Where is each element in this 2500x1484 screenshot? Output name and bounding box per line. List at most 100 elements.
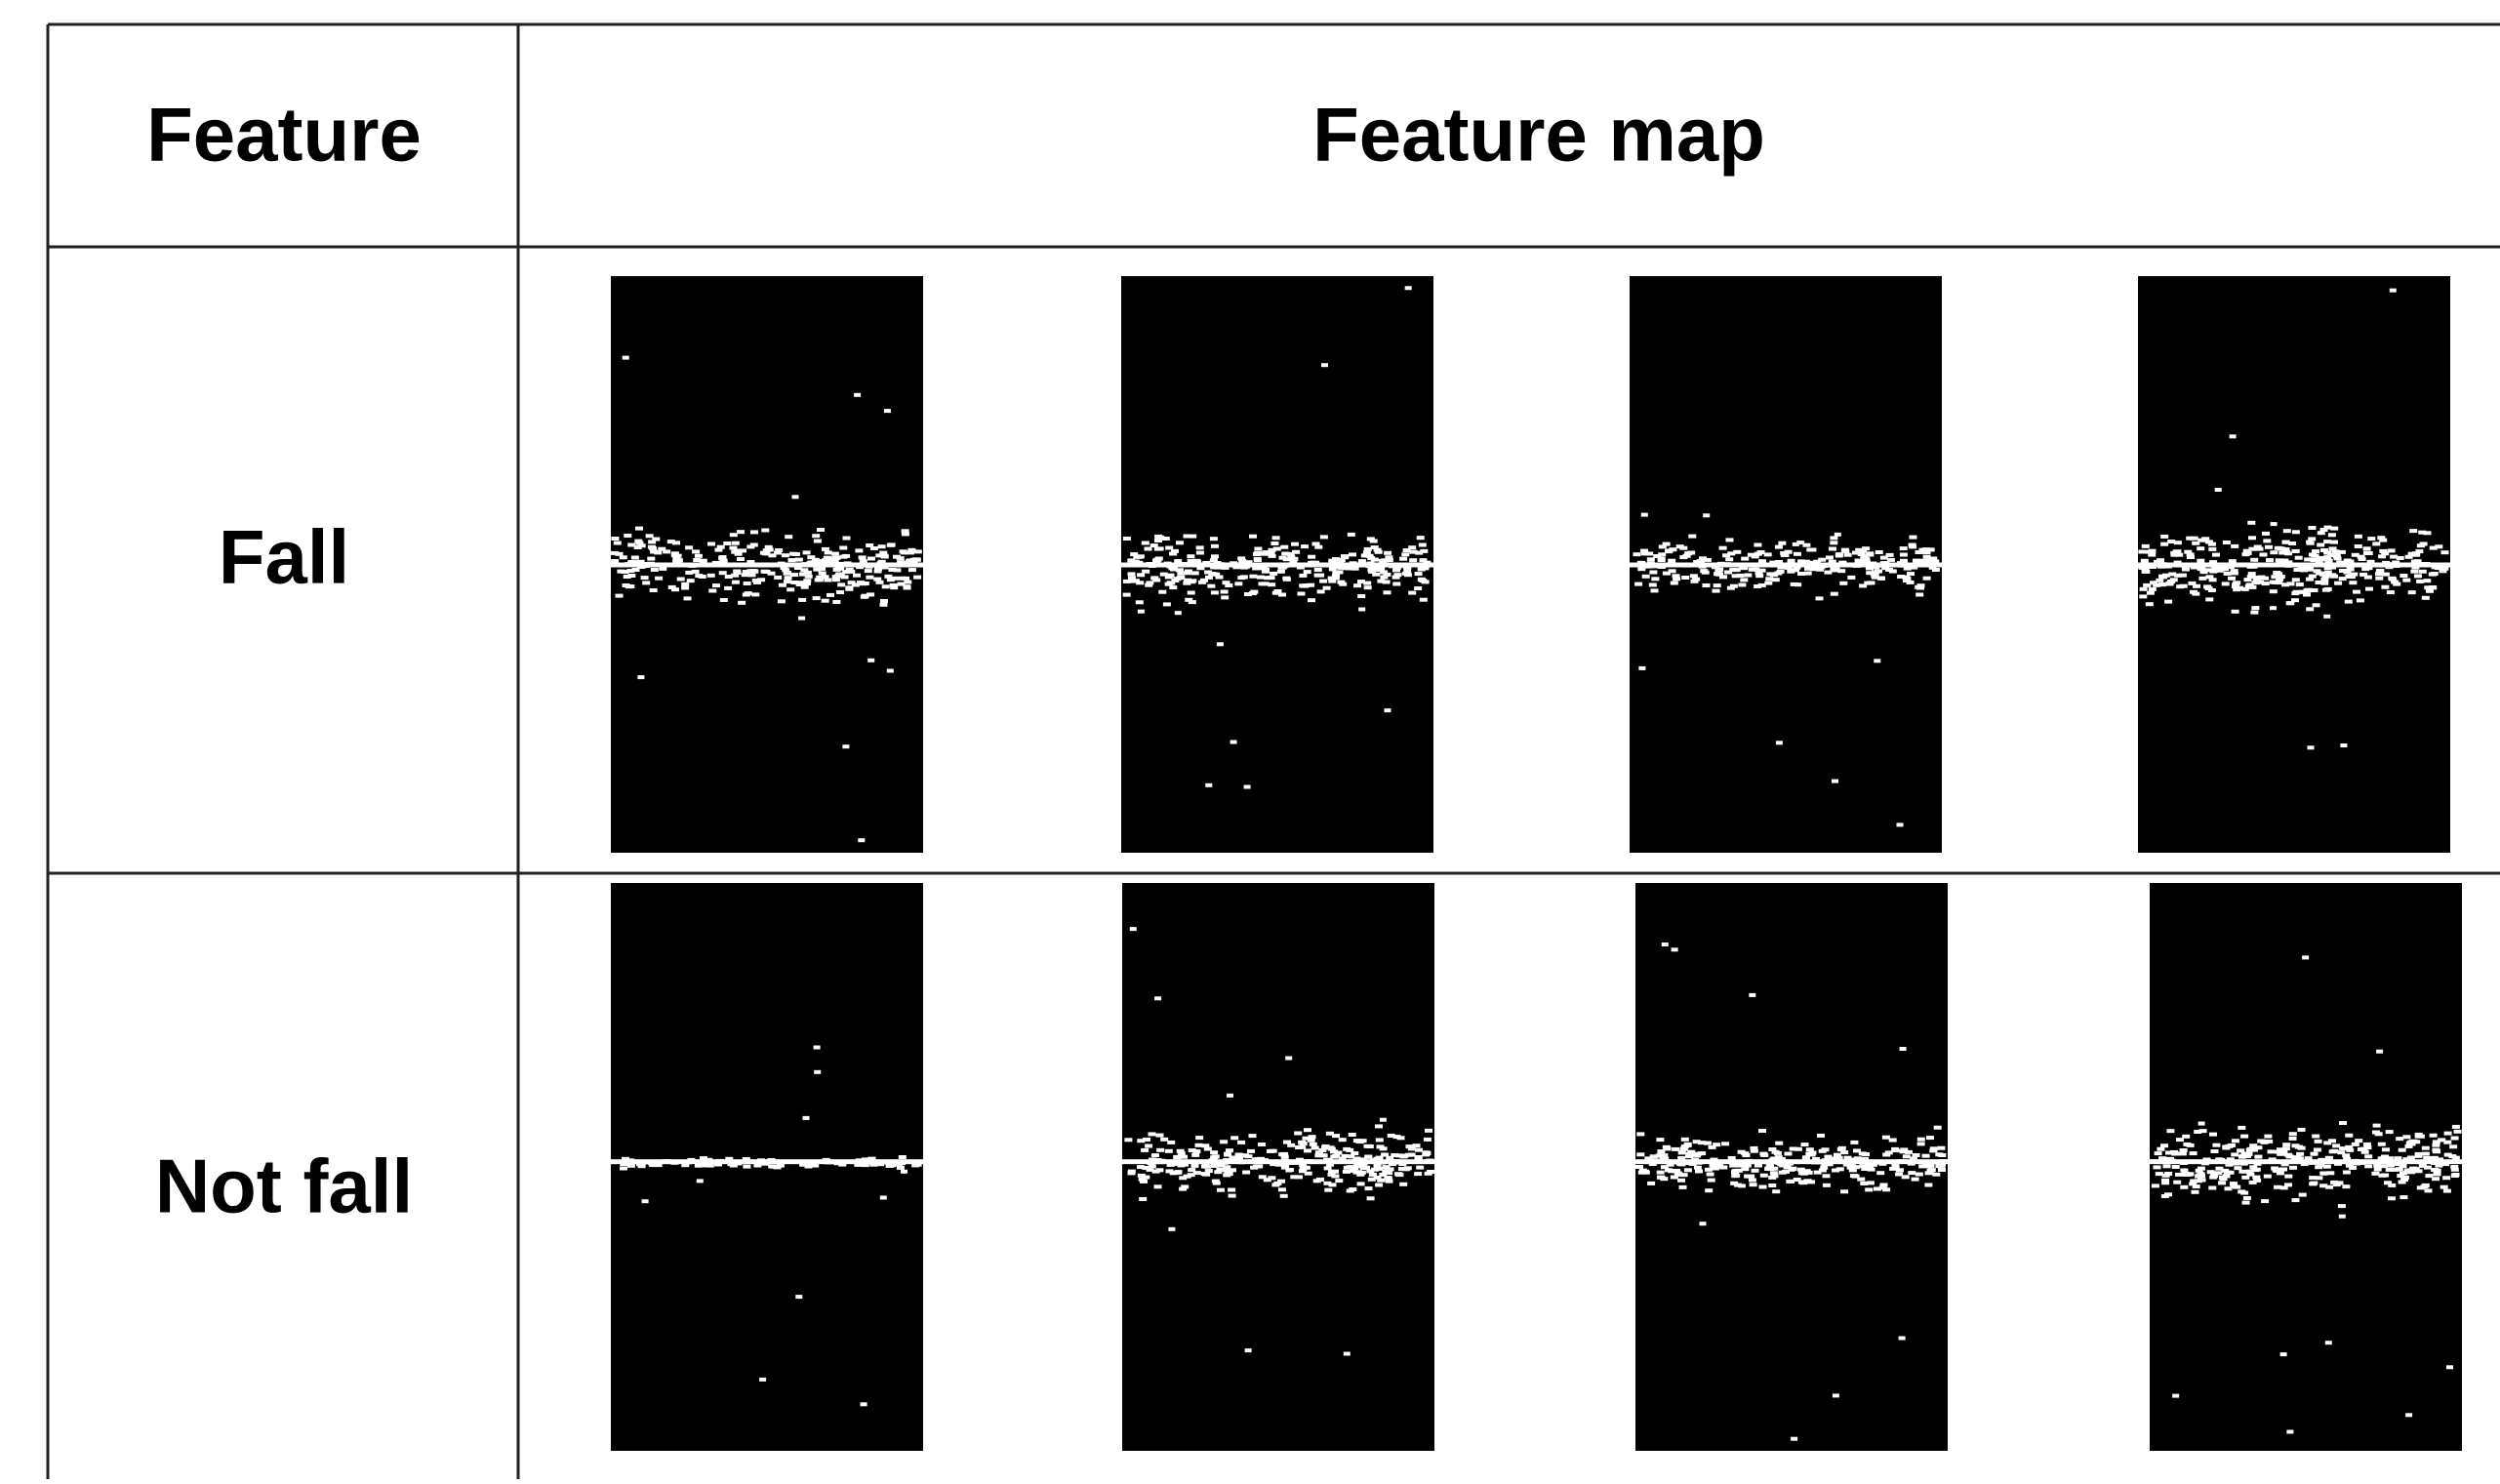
feature-map-pixel: [1775, 1142, 1783, 1145]
feature-map-pixel: [624, 534, 631, 538]
feature-map-pixel: [1336, 570, 1344, 574]
feature-map-pixel: [1151, 1153, 1159, 1157]
feature-map-pixel: [1708, 1179, 1715, 1183]
feature-map-pixel: [2438, 1138, 2445, 1142]
feature-map-pixel: [2309, 553, 2317, 557]
feature-map-pixel: [880, 1196, 887, 1200]
feature-map-pixel: [2179, 574, 2187, 578]
feature-map-pixel: [2288, 541, 2296, 545]
feature-map-pixel: [1160, 1138, 1168, 1142]
feature-map-pixel: [1207, 584, 1215, 588]
feature-map-pixel: [1775, 545, 1783, 549]
feature-map-pixel: [1865, 1187, 1873, 1191]
feature-map-pixel: [2141, 559, 2149, 563]
feature-map-pixel: [1731, 1174, 1739, 1178]
feature-map-pixel: [2355, 535, 2362, 539]
feature-map-pixel: [2173, 1181, 2181, 1184]
feature-map-pixel: [1177, 1149, 1185, 1153]
feature-map-pixel: [1417, 536, 1425, 540]
feature-map-pixel: [1743, 1153, 1751, 1157]
feature-map-pixel: [1635, 1165, 1643, 1169]
feature-map-pixel: [1384, 551, 1391, 555]
feature-map-pixel: [1634, 582, 1642, 586]
feature-map-pixel: [1357, 580, 1365, 583]
feature-map-pixel: [1672, 947, 1678, 951]
feature-map-pixel: [859, 555, 867, 559]
feature-map-pixel: [1195, 1143, 1203, 1147]
feature-map-pixel: [1280, 545, 1288, 549]
feature-map-pixel: [822, 599, 829, 603]
feature-map-pixel: [1750, 1183, 1757, 1186]
feature-map-pixel: [795, 1295, 802, 1299]
feature-map-pixel: [1805, 1152, 1813, 1156]
feature-map-pixel: [2289, 1137, 2297, 1141]
feature-map-pixel: [2211, 1149, 2219, 1153]
feature-map-pixel: [2270, 589, 2278, 593]
feature-map-pixel: [1721, 1142, 1729, 1145]
feature-map-pixel: [2363, 551, 2371, 555]
feature-map-pixel: [624, 575, 631, 579]
feature-map-pixel: [1633, 552, 1641, 556]
feature-map-pixel: [2187, 555, 2195, 559]
feature-map-pixel: [1223, 1173, 1230, 1177]
feature-map-pixel: [893, 568, 901, 572]
feature-map-pixel: [1422, 1152, 1430, 1156]
feature-map-pixel: [1310, 1143, 1317, 1146]
feature-map-pixel: [1785, 1152, 1793, 1156]
feature-map-pixel: [1124, 1138, 1132, 1142]
feature-map-pixel: [2180, 1169, 2188, 1173]
feature-map-pixel: [1181, 1184, 1189, 1188]
feature-map-pixel: [2205, 597, 2213, 601]
feature-map-pixel: [1258, 1143, 1266, 1146]
feature-map-pixel: [1137, 573, 1145, 577]
feature-map-pixel: [2265, 545, 2273, 549]
feature-map-pixel: [1818, 558, 1826, 562]
feature-map-pixel: [2443, 1189, 2451, 1193]
feature-map-pixel: [1326, 1132, 1334, 1136]
feature-map-pixel: [1180, 1155, 1188, 1159]
feature-map-pixel: [1832, 780, 1838, 783]
feature-map-pixel: [2281, 582, 2289, 586]
feature-map-pixel: [2172, 1165, 2180, 1169]
feature-map-pixel: [1175, 1170, 1183, 1174]
feature-map-pixel: [2355, 544, 2362, 548]
feature-map-pixel: [1862, 1152, 1870, 1156]
feature-map-pixel: [1900, 553, 1908, 557]
feature-map-pixel: [2193, 584, 2200, 588]
feature-map-pixel: [1349, 1133, 1356, 1137]
feature-map-pixel: [2296, 582, 2304, 586]
feature-map-pixel: [2198, 1122, 2205, 1126]
feature-map-pixel: [2381, 585, 2389, 589]
feature-map-pixel: [1278, 593, 1286, 597]
feature-map-pixel: [854, 393, 861, 397]
feature-map-pixel: [1399, 557, 1407, 561]
feature-map-pixel: [1244, 785, 1251, 789]
feature-map-pixel: [1136, 600, 1144, 604]
feature-map-pixel: [2239, 1154, 2247, 1158]
feature-map-pixel: [2404, 1168, 2412, 1172]
feature-map-pixel: [2334, 582, 2342, 585]
feature-map-pixel: [1173, 1155, 1181, 1159]
feature-map-pixel: [2452, 1156, 2460, 1160]
feature-map-pixel: [1229, 1194, 1236, 1198]
feature-map-pixel: [671, 553, 679, 557]
feature-map-pixel: [1681, 1138, 1689, 1142]
feature-map-pixel: [1290, 557, 1298, 561]
feature-map-pixel: [861, 1402, 867, 1406]
feature-map-pixel: [1413, 1143, 1421, 1147]
feature-map-pixel: [1304, 570, 1311, 574]
feature-map-pixel: [1719, 546, 1727, 550]
feature-map-pixel: [2224, 1171, 2232, 1175]
feature-map-pixel: [2339, 1121, 2347, 1125]
feature-map-pixel: [1262, 582, 1270, 585]
feature-map-pixel: [887, 543, 895, 547]
feature-map-pixel: [2357, 598, 2364, 602]
feature-map-pixel: [2425, 1174, 2433, 1178]
feature-map-pixel: [2441, 550, 2449, 554]
feature-map-pixel: [1176, 541, 1184, 544]
feature-map-pixel: [1189, 600, 1196, 604]
feature-map-pixel: [647, 557, 655, 561]
feature-map-pixel: [853, 574, 861, 578]
feature-map-pixel: [2392, 1168, 2399, 1172]
feature-map-pixel: [786, 587, 794, 591]
